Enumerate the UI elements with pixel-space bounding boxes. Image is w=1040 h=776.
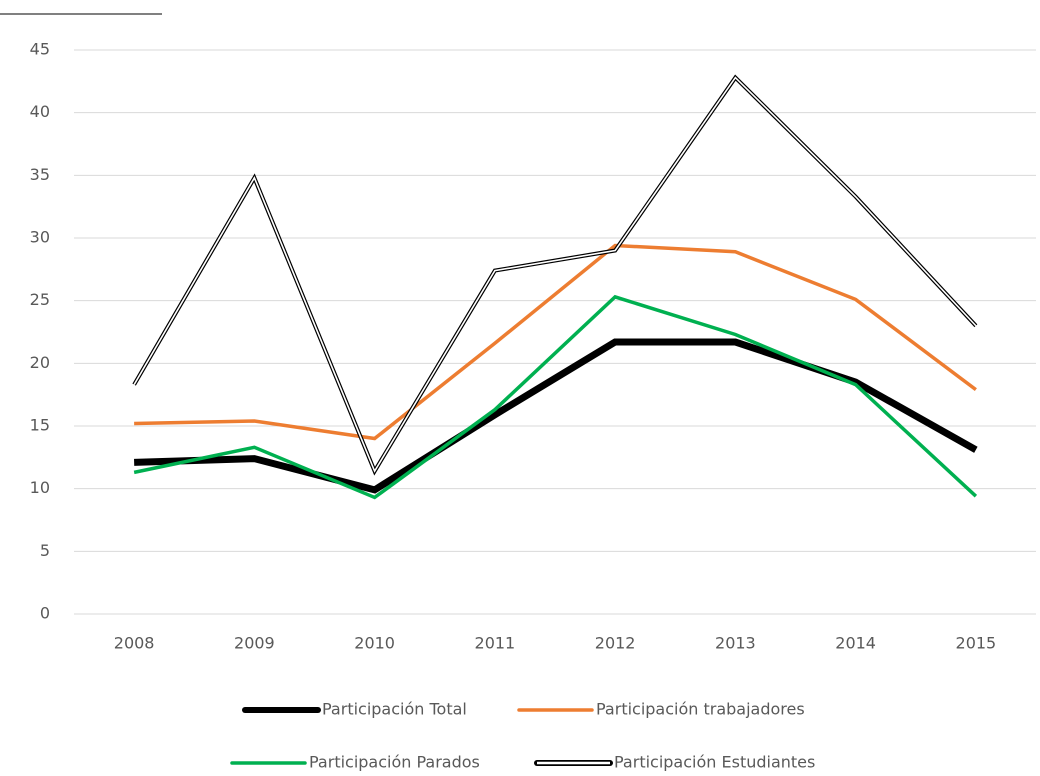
series-line-inner: [133, 76, 977, 473]
x-tick-label: 2009: [234, 634, 275, 653]
series-line: [133, 294, 978, 500]
x-tick-label: 2015: [956, 634, 997, 653]
y-tick-label: 10: [30, 478, 50, 497]
y-tick-label: 35: [30, 165, 50, 184]
y-tick-label: 40: [30, 102, 50, 121]
y-tick-label: 25: [30, 290, 50, 309]
y-tick-label: 15: [30, 416, 50, 435]
y-tick-label: 20: [30, 353, 50, 372]
y-tick-label: 45: [30, 40, 50, 59]
legend-label: Participación Estudiantes: [614, 753, 815, 772]
x-tick-label: 2014: [835, 634, 876, 653]
x-tick-label: 2013: [715, 634, 756, 653]
legend-label: Participación Parados: [309, 753, 480, 772]
x-tick-label: 2011: [475, 634, 516, 653]
y-tick-label: 0: [40, 604, 50, 623]
x-tick-label: 2012: [595, 634, 636, 653]
x-tick-label: 2008: [114, 634, 155, 653]
legend-label: Participación trabajadores: [596, 700, 805, 719]
y-tick-label: 30: [30, 228, 50, 247]
x-tick-label: 2010: [354, 634, 395, 653]
legend-label: Participación Total: [322, 700, 467, 719]
y-tick-label: 5: [40, 541, 50, 560]
series-line: [134, 243, 977, 441]
